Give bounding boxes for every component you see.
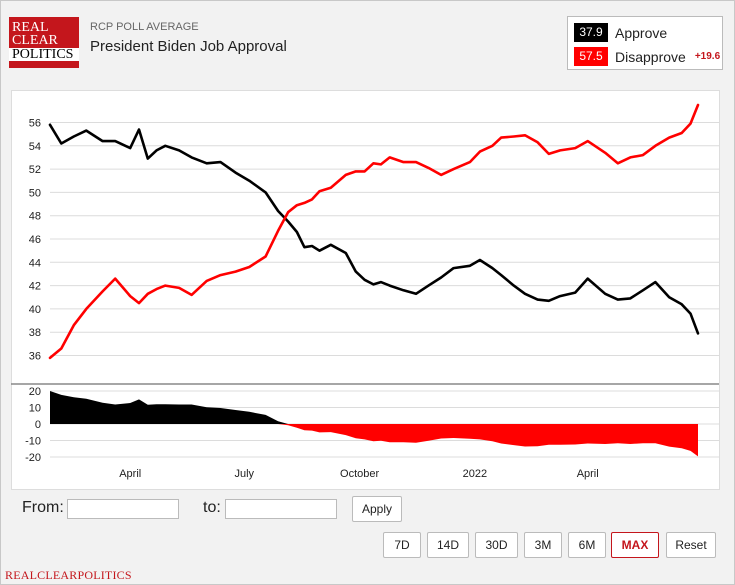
spread-y-tick--20: -20: [25, 452, 41, 464]
spread-y-tick-20: 20: [29, 386, 41, 398]
from-label: From:: [22, 499, 64, 516]
legend: 37.9 Approve 57.5 Disapprove +19.6: [567, 16, 723, 70]
y-tick-46: 46: [29, 234, 41, 246]
rcp-logo: REAL CLEAR POLITICS: [9, 17, 79, 68]
legend-approve: 37.9 Approve: [574, 23, 667, 42]
to-date-input[interactable]: [225, 499, 337, 519]
from-date-input[interactable]: [67, 499, 179, 519]
legend-disapprove: 57.5 Disapprove +19.6: [574, 47, 720, 66]
apply-button[interactable]: Apply: [352, 496, 402, 522]
range-max-button[interactable]: MAX: [611, 532, 659, 558]
legend-approve-value: 37.9: [574, 23, 608, 42]
legend-disapprove-value: 57.5: [574, 47, 608, 66]
logo-line-1: REAL: [12, 20, 49, 35]
spread-positive-area: [50, 391, 698, 424]
range-6m-button[interactable]: 6M: [568, 532, 606, 558]
approval-chart[interactable]: 36 38 40 42 44 46 48 50 52 54 56 -20 -10 0 10 20 April Ju…: [11, 90, 720, 490]
y-tick-48: 48: [29, 211, 41, 223]
chart-supertitle: RCP POLL AVERAGE: [90, 21, 199, 33]
logo-line-3: POLITICS: [9, 48, 79, 62]
y-tick-40: 40: [29, 304, 41, 316]
logo-line-2: CLEAR: [12, 33, 58, 48]
footer-brand: REALCLEARPOLITICS: [5, 568, 132, 582]
legend-spread: +19.6: [694, 51, 721, 62]
x-tick-0: April: [119, 468, 141, 480]
x-tick-4: April: [577, 468, 599, 480]
y-tick-42: 42: [29, 281, 41, 293]
date-controls: From: to: Apply 7D 14D 30D 3M 6M MAX Res…: [0, 491, 733, 566]
spread-negative-area: [50, 424, 698, 457]
range-7d-button[interactable]: 7D: [383, 532, 421, 558]
chart-title: President Biden Job Approval: [90, 38, 287, 55]
y-tick-36: 36: [29, 351, 41, 363]
legend-approve-label: Approve: [615, 24, 668, 41]
reset-button[interactable]: Reset: [666, 532, 716, 558]
y-tick-56: 56: [29, 117, 41, 129]
disapprove-line: [48, 103, 700, 360]
range-3m-button[interactable]: 3M: [524, 532, 562, 558]
y-tick-54: 54: [29, 141, 41, 153]
approve-line: [48, 123, 700, 335]
spread-y-tick-0: 0: [35, 419, 41, 431]
y-tick-38: 38: [29, 327, 41, 339]
x-tick-3: 2022: [463, 468, 487, 480]
to-label: to:: [203, 499, 221, 516]
range-30d-button[interactable]: 30D: [475, 532, 518, 558]
y-tick-50: 50: [29, 187, 41, 199]
legend-disapprove-label: Disapprove: [615, 48, 686, 65]
y-tick-44: 44: [29, 257, 41, 269]
range-14d-button[interactable]: 14D: [427, 532, 469, 558]
x-tick-1: July: [234, 468, 254, 480]
x-tick-2: October: [340, 468, 379, 480]
y-tick-52: 52: [29, 164, 41, 176]
spread-y-tick--10: -10: [25, 436, 41, 448]
spread-y-tick-10: 10: [29, 402, 41, 414]
